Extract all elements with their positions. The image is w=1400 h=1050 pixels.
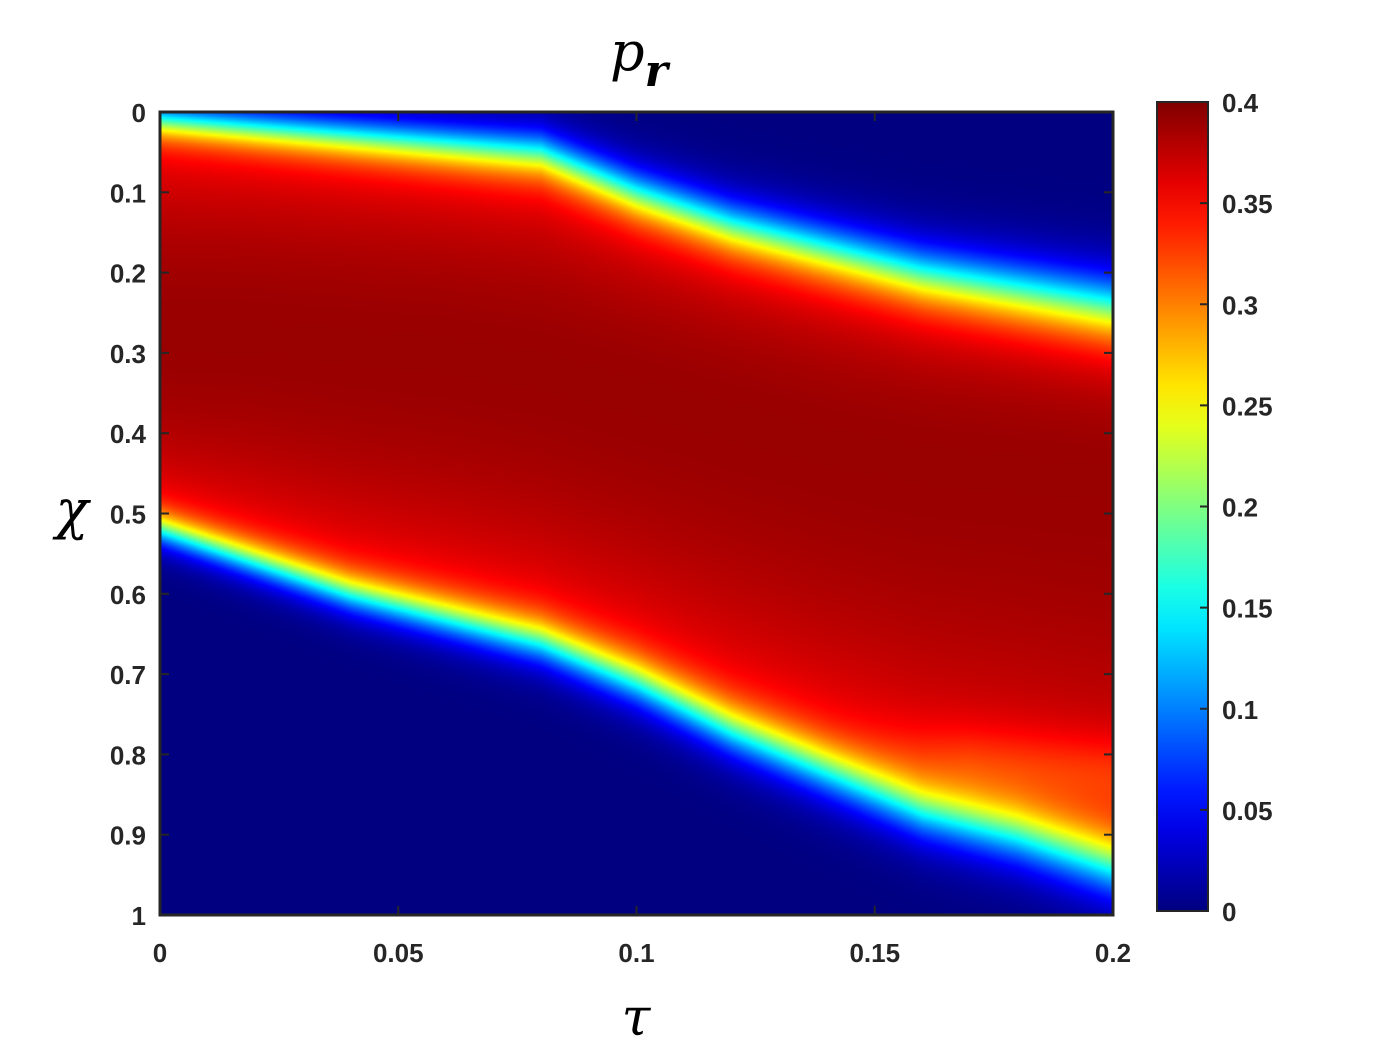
y-tick-label: 0.4 <box>110 419 147 449</box>
y-axis-label: χ <box>52 478 92 541</box>
colorbar-tick-label: 0.15 <box>1222 594 1273 624</box>
chart-title: pr <box>610 20 671 97</box>
colorbar-tick-label: 0.3 <box>1222 290 1258 320</box>
y-tick-label: 0.8 <box>110 740 146 770</box>
plot-area: 0 0.05 0.1 0.15 0.2 0 0.1 0.2 0.3 0.4 0.5 0.6 0.7 0.… <box>110 98 1131 968</box>
y-tick-label: 0.2 <box>110 259 146 289</box>
colorbar-tick-label: 0 <box>1222 897 1236 927</box>
y-tick-label: 0 <box>132 98 146 128</box>
colorbar-ticks: 0 0.05 0.1 0.15 0.2 0.25 0.3 0.35 0.4 <box>1200 88 1273 927</box>
colorbar-tick-label: 0.1 <box>1222 695 1258 725</box>
chart-title-main: p <box>610 20 645 83</box>
colorbar-tick-label: 0.4 <box>1222 88 1259 118</box>
y-tick-label: 0.7 <box>110 660 146 690</box>
y-tick-label: 0.5 <box>110 500 146 530</box>
colorbar-tick-label: 0.05 <box>1222 796 1273 826</box>
x-axis-ticks: 0 0.05 0.1 0.15 0.2 <box>153 112 1131 968</box>
x-tick-label: 0.05 <box>373 938 424 968</box>
colorbar-fill <box>1157 102 1208 911</box>
colorbar-tick-label: 0.35 <box>1222 189 1273 219</box>
x-axis-label: τ <box>622 988 652 1048</box>
x-tick-label: 0.2 <box>1095 938 1131 968</box>
colorbar-tick-label: 0.2 <box>1222 493 1258 523</box>
y-tick-label: 0.6 <box>110 580 146 610</box>
heatmap-surface <box>160 112 1113 915</box>
x-tick-label: 0 <box>153 938 167 968</box>
colorbar: 0 0.05 0.1 0.15 0.2 0.25 0.3 0.35 0.4 <box>1156 88 1273 927</box>
colorbar-tick-label: 0.25 <box>1222 391 1273 421</box>
x-tick-label: 0.1 <box>618 938 654 968</box>
y-axis-ticks: 0 0.1 0.2 0.3 0.4 0.5 0.6 0.7 0.8 0.9 1 <box>110 98 1113 931</box>
y-tick-label: 0.3 <box>110 339 146 369</box>
y-tick-label: 1 <box>132 901 146 931</box>
chart-title-subscript: r <box>645 46 671 97</box>
y-tick-label: 0.1 <box>110 178 146 208</box>
x-tick-label: 0.15 <box>849 938 900 968</box>
y-tick-label: 0.9 <box>110 821 146 851</box>
